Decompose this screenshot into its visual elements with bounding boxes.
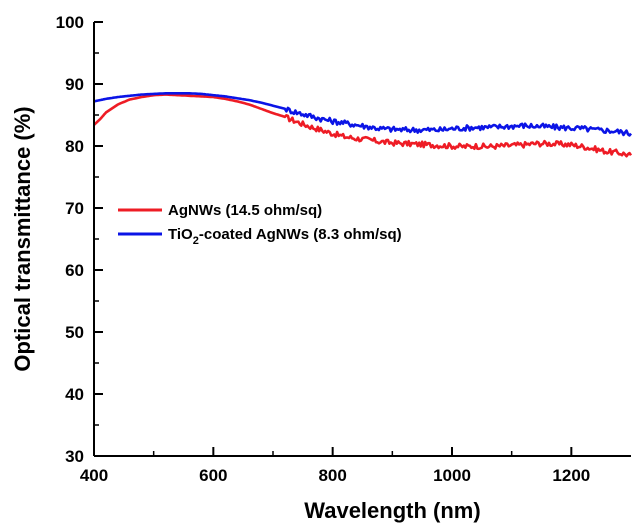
series-line-2 [93, 92, 632, 137]
y-tick-label: 80 [65, 137, 84, 156]
legend-label-part: 2 [193, 235, 199, 247]
y-tick-label: 90 [65, 75, 84, 94]
y-tick-label: 40 [65, 385, 84, 404]
y-axis-title: Optical transmittance (%) [10, 106, 35, 371]
y-tick-label: 100 [56, 13, 84, 32]
x-tick-label: 800 [318, 466, 346, 485]
y-tick-label: 50 [65, 323, 84, 342]
y-tick-label: 30 [65, 447, 84, 466]
legend-label-part: -coated AgNWs (8.3 ohm/sq) [199, 226, 402, 243]
legend-label-2: TiO2-coated AgNWs (8.3 ohm/sq) [168, 226, 402, 247]
ticks-layer: 30 40 50 60 70 80 90 100 400 600 800 1000 1200 [56, 13, 591, 485]
y-tick-label: 70 [65, 199, 84, 218]
legend: AgNWs (14.5 ohm/sq) TiO2-coated AgNWs (8.… [118, 202, 402, 247]
x-axis-title: Wavelength (nm) [304, 498, 480, 523]
x-tick-label: 400 [80, 466, 108, 485]
series-line-1 [93, 93, 632, 158]
legend-label-part: TiO [168, 226, 193, 243]
y-tick-label: 60 [65, 261, 84, 280]
x-tick-label: 1200 [552, 466, 590, 485]
legend-label-1: AgNWs (14.5 ohm/sq) [168, 202, 322, 219]
legend-label-part: AgNWs (14.5 ohm/sq) [168, 202, 322, 219]
x-tick-label: 1000 [433, 466, 471, 485]
x-tick-label: 600 [199, 466, 227, 485]
series-layer [93, 92, 632, 158]
